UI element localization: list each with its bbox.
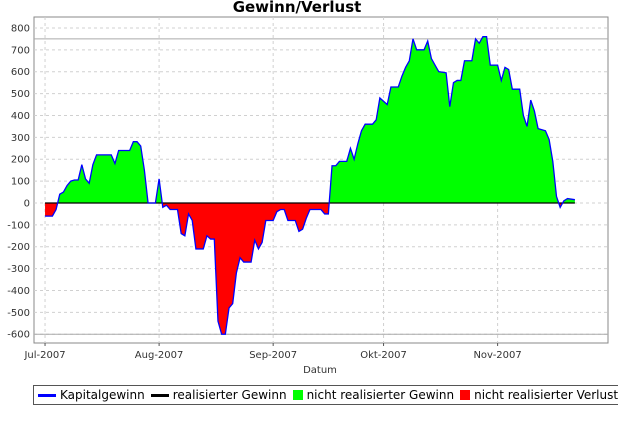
y-tick-label: 100 [11, 177, 30, 188]
legend-swatch [38, 393, 56, 397]
legend-item: realisierter Gewinn [150, 388, 287, 402]
x-tick-label: Okt-2007 [360, 350, 407, 361]
y-tick-label: 0 [24, 198, 30, 209]
area-fills [45, 36, 575, 335]
capital-gain-line [45, 36, 575, 335]
chart-title: Gewinn/Verlust [233, 0, 362, 16]
legend-item: nicht realisierter Gewinn [292, 388, 455, 402]
legend-item: Kapitalgewinn [38, 388, 145, 402]
x-axis-label: Datum [303, 365, 337, 376]
legend-item: nicht realisierter Verlust [460, 388, 618, 402]
y-tick-label: 600 [11, 67, 30, 78]
y-tick-label: -500 [7, 308, 30, 319]
legend-label: Kapitalgewinn [60, 388, 145, 402]
y-tick-label: -200 [7, 242, 30, 253]
y-tick-label: 200 [11, 155, 30, 166]
y-tick-label: -100 [7, 220, 30, 231]
x-tick-label: Jul-2007 [23, 350, 65, 361]
legend-swatch [292, 390, 303, 400]
x-tick-label: Aug-2007 [135, 350, 184, 361]
unrealized-gain-area [57, 36, 575, 203]
legend-label: nicht realisierter Gewinn [306, 388, 455, 402]
series-lines [45, 36, 575, 335]
y-tick-label: -400 [7, 286, 30, 297]
x-tick-label: Nov-2007 [473, 350, 521, 361]
legend: Kapitalgewinn realisierter Gewinn nicht re… [33, 385, 618, 405]
y-tick-label: 500 [11, 89, 30, 100]
y-tick-label: 800 [11, 23, 30, 34]
legend-swatch [460, 390, 471, 400]
y-tick-label: 700 [11, 45, 30, 56]
y-tick-label: 300 [11, 133, 30, 144]
legend-label: nicht realisierter Verlust [474, 388, 618, 402]
legend-label: realisierter Gewinn [172, 388, 287, 402]
legend-swatch [150, 393, 169, 397]
y-tick-label: -600 [7, 330, 30, 341]
x-tick-label: Sep-2007 [249, 350, 297, 361]
y-tick-label: 400 [11, 111, 30, 122]
axes: -600 -500 -400 -300 -200 -100 0 100 200 300 400 500… [7, 23, 521, 361]
y-tick-label: -300 [7, 264, 30, 275]
